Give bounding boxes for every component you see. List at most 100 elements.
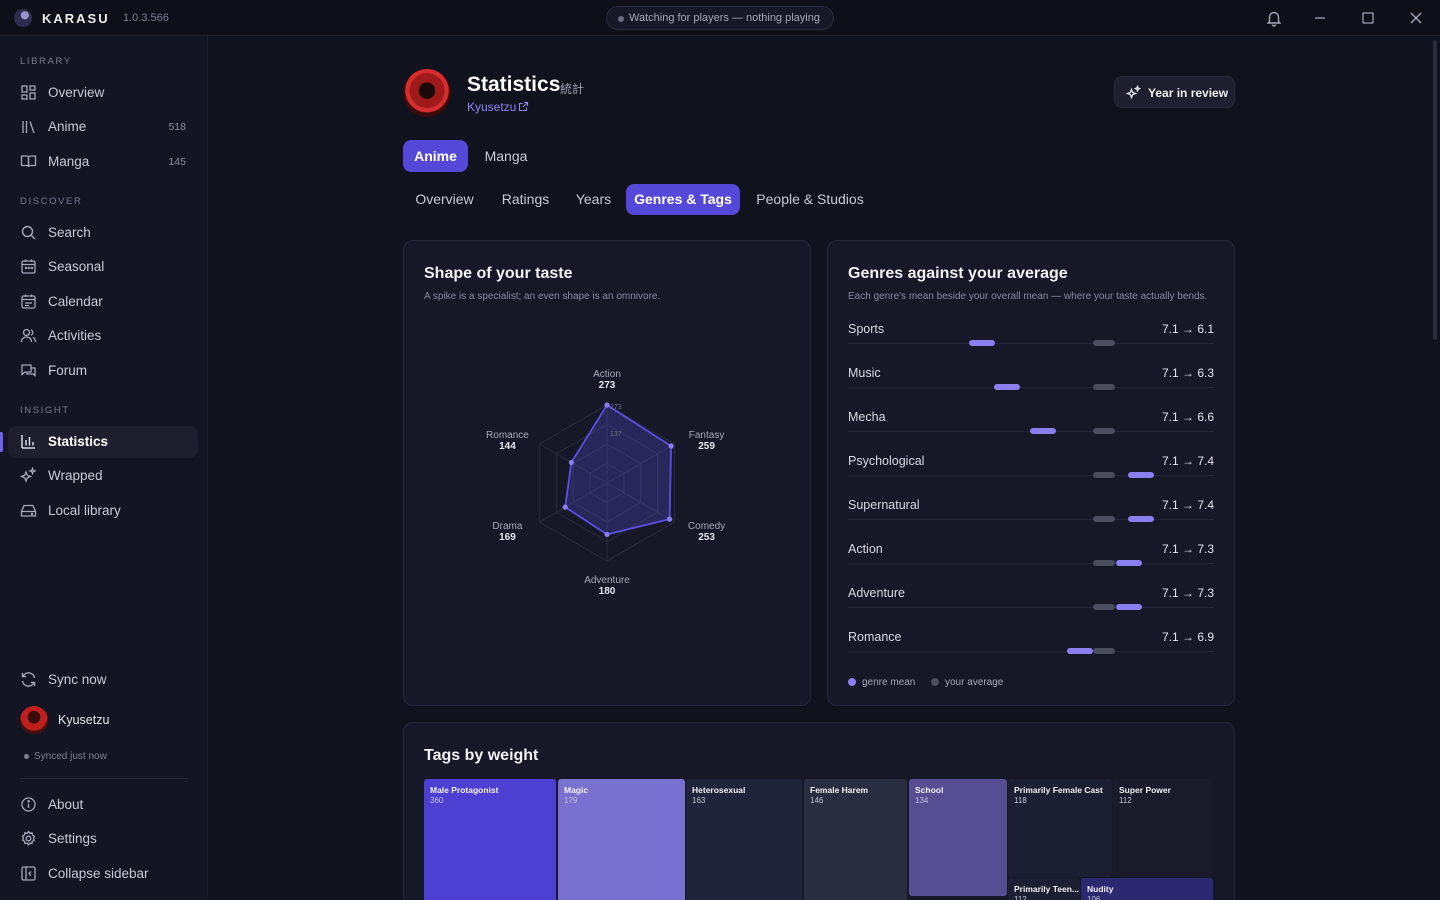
card-title: Genres against your average xyxy=(848,265,1068,282)
sidebar-item-label: About xyxy=(48,797,84,812)
sidebar-item-seasonal[interactable]: Seasonal xyxy=(8,251,198,283)
sidebar: LIBRARY Overview Anime 518 Manga 145 DIS… xyxy=(0,36,208,900)
sidebar-item-label: Overview xyxy=(48,85,105,100)
average-marker xyxy=(1093,560,1116,566)
avatar xyxy=(403,69,451,117)
genre-row: Supernatural 7.1 → 7.4 xyxy=(848,498,1214,542)
tag-tile[interactable]: Magic 179 xyxy=(558,779,685,900)
sidebar-item-settings[interactable]: Settings xyxy=(8,823,198,855)
sidebar-item-label: Statistics xyxy=(48,434,109,449)
radar-chart: 273 137 xyxy=(538,402,676,562)
radar-point xyxy=(667,516,673,522)
genre-value: 7.1 → 6.1 xyxy=(1161,322,1214,336)
tag-tile[interactable]: Super Power 112 xyxy=(1113,779,1213,877)
genre-value: 7.1 → 7.3 xyxy=(1161,542,1214,556)
tag-tile[interactable]: Male Protagonist 360 xyxy=(424,779,556,900)
genre-row: Adventure 7.1 → 7.3 xyxy=(848,586,1214,630)
radar-axis-label: Fantasy 259 xyxy=(688,430,725,452)
radar-point xyxy=(604,531,610,538)
sidebar-item-label: Seasonal xyxy=(48,259,105,274)
sidebar-item-local-library[interactable]: Local library xyxy=(8,495,198,527)
section-label-insight: INSIGHT xyxy=(20,405,70,416)
calendar-icon xyxy=(20,293,37,310)
genre-row: Action 7.1 → 7.3 xyxy=(848,542,1214,586)
genre-mean-marker xyxy=(969,340,996,346)
genre-track xyxy=(848,648,1214,654)
sidebar-divider xyxy=(20,778,188,779)
tag-tile[interactable]: School 134 xyxy=(909,779,1007,896)
genre-name: Romance xyxy=(848,630,902,644)
anime-count: 518 xyxy=(168,121,186,133)
grid-icon xyxy=(20,84,37,101)
bell-icon[interactable] xyxy=(1264,8,1284,28)
tag-tile[interactable]: Female Harem 146 xyxy=(804,779,907,900)
sidebar-item-forum[interactable]: Forum xyxy=(8,355,198,387)
profile-link[interactable]: Kyusetzu xyxy=(467,100,517,114)
genre-track xyxy=(848,516,1214,522)
sidebar-item-label: Search xyxy=(48,225,91,240)
radar-scale-max: 273 xyxy=(610,404,622,411)
tab-ratings[interactable]: Ratings xyxy=(501,191,550,207)
radar-spoke xyxy=(539,482,608,523)
tab-overview[interactable]: Overview xyxy=(415,191,474,207)
genre-track xyxy=(848,472,1214,478)
radar-axis-label: Romance 144 xyxy=(486,430,529,452)
card-title: Shape of your taste xyxy=(424,265,573,282)
average-marker xyxy=(1093,384,1116,390)
sidebar-item-overview[interactable]: Overview xyxy=(8,77,198,109)
player-status-pill[interactable]: Watching for players — nothing playing xyxy=(606,6,834,30)
sidebar-item-label: Calendar xyxy=(48,294,103,309)
genre-track xyxy=(848,428,1214,434)
genre-name: Mecha xyxy=(848,410,886,424)
drive-icon xyxy=(20,502,37,519)
collapse-sidebar-button[interactable]: Collapse sidebar xyxy=(8,858,198,890)
tab-people-studios[interactable]: People & Studios xyxy=(756,191,864,207)
average-marker xyxy=(1093,516,1116,522)
genre-mean-marker xyxy=(1127,516,1154,522)
active-indicator xyxy=(0,432,3,452)
sidebar-item-about[interactable]: About xyxy=(8,789,198,821)
gear-icon xyxy=(20,830,37,847)
genre-mean-marker xyxy=(1066,648,1093,654)
users-icon xyxy=(20,327,37,344)
sync-now-button[interactable]: Sync now xyxy=(8,664,198,696)
app-name: KARASU xyxy=(42,11,110,26)
sidebar-item-calendar[interactable]: Calendar xyxy=(8,286,198,318)
genre-track xyxy=(848,604,1214,610)
genre-mean-marker xyxy=(1115,560,1142,566)
sidebar-item-anime[interactable]: Anime 518 xyxy=(8,111,198,143)
maximize-icon[interactable] xyxy=(1358,8,1378,28)
sidebar-item-statistics[interactable]: Statistics xyxy=(8,426,198,458)
sidebar-item-label: Sync now xyxy=(48,672,107,687)
tag-tile[interactable]: Primarily Teen... 112 xyxy=(1008,878,1080,900)
radar-axis-label: Action 273 xyxy=(593,369,621,391)
tag-tile[interactable]: Primarily Female Cast 118 xyxy=(1008,779,1112,877)
card-subtitle: A spike is a specialist; an even shape i… xyxy=(424,291,661,302)
tab-manga[interactable]: Manga xyxy=(484,148,528,164)
book-icon xyxy=(20,153,37,170)
scrollbar[interactable] xyxy=(1433,40,1437,340)
tab-genres-tags[interactable]: Genres & Tags xyxy=(626,184,740,215)
genre-track xyxy=(848,340,1214,346)
tab-years[interactable]: Years xyxy=(575,191,612,207)
calendar-grid-icon xyxy=(20,258,37,275)
external-link-icon[interactable] xyxy=(518,101,529,112)
sidebar-item-activities[interactable]: Activities xyxy=(8,320,198,352)
sidebar-item-search[interactable]: Search xyxy=(8,217,198,249)
tag-tile[interactable]: Nudity 106 xyxy=(1081,878,1213,900)
sparkles-icon xyxy=(1126,85,1141,100)
close-icon[interactable] xyxy=(1406,8,1426,28)
genre-value: 7.1 → 7.4 xyxy=(1161,454,1214,468)
genre-row: Psychological 7.1 → 7.4 xyxy=(848,454,1214,498)
average-marker xyxy=(1093,472,1116,478)
tab-anime[interactable]: Anime xyxy=(403,140,468,172)
user-profile[interactable]: Kyusetzu xyxy=(8,706,198,736)
year-in-review-button[interactable]: Year in review xyxy=(1114,76,1235,108)
sidebar-item-wrapped[interactable]: Wrapped xyxy=(8,460,198,492)
tag-tile[interactable]: Heterosexual 163 xyxy=(686,779,802,900)
status-dot xyxy=(618,16,624,22)
sidebar-item-manga[interactable]: Manga 145 xyxy=(8,146,198,178)
year-in-review-label: Year in review xyxy=(1148,86,1229,100)
sidebar-item-label: Wrapped xyxy=(48,468,103,483)
minimize-icon[interactable] xyxy=(1310,8,1330,28)
